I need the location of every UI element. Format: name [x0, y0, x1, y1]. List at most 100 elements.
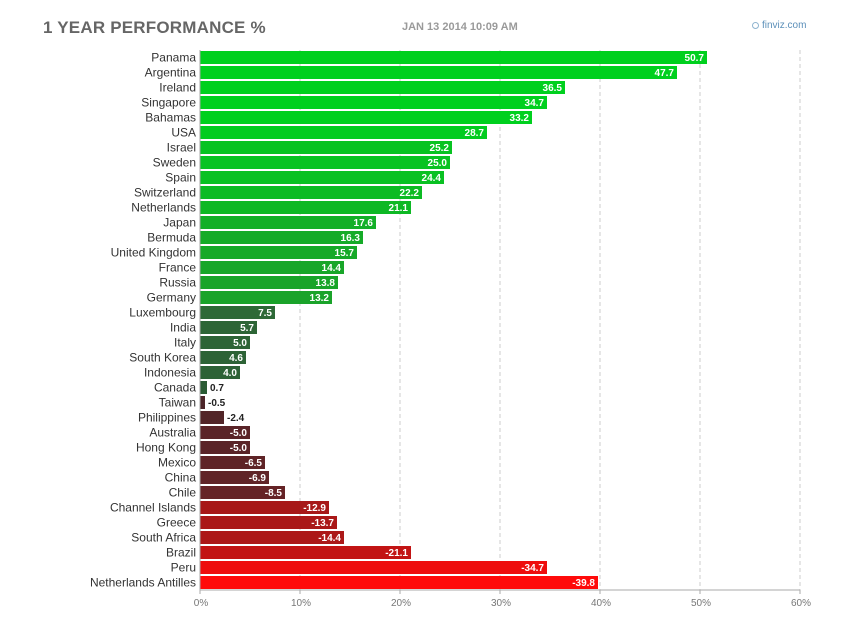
x-tick-label: 0%	[194, 598, 209, 609]
bar[interactable]	[200, 96, 547, 109]
bar[interactable]	[200, 141, 452, 154]
bar[interactable]	[200, 156, 450, 169]
timestamp: JAN 13 2014 10:09 AM	[402, 21, 518, 33]
data-label: 47.7	[655, 68, 675, 79]
bar[interactable]	[200, 486, 285, 499]
bar[interactable]	[200, 81, 565, 94]
category-label: Argentina	[145, 66, 197, 80]
category-label: Luxembourg	[129, 306, 196, 320]
grid	[299, 50, 801, 590]
bar[interactable]	[200, 171, 444, 184]
data-label: 25.0	[428, 158, 448, 169]
category-label: Ireland	[159, 81, 196, 95]
category-label: Switzerland	[134, 186, 196, 200]
category-labels: PanamaArgentinaIrelandSingaporeBahamasUS…	[90, 51, 196, 590]
data-label: -8.5	[265, 488, 283, 499]
data-label: 14.4	[322, 263, 342, 274]
data-label: 4.0	[223, 368, 237, 379]
category-label: Brazil	[166, 546, 196, 560]
bar[interactable]	[200, 336, 250, 349]
bar[interactable]	[200, 471, 269, 484]
category-label: Chile	[169, 486, 197, 500]
category-label: Italy	[174, 336, 196, 350]
x-tick-label: 40%	[591, 598, 611, 609]
data-label: 15.7	[335, 248, 355, 259]
bar[interactable]	[200, 51, 707, 64]
category-label: Hong Kong	[136, 441, 196, 455]
category-label: USA	[171, 126, 196, 140]
bar[interactable]	[200, 411, 224, 424]
data-label: -0.5	[208, 398, 226, 409]
category-label: United Kingdom	[111, 246, 196, 260]
data-label: 33.2	[510, 113, 530, 124]
data-label: 25.2	[430, 143, 450, 154]
bar[interactable]	[200, 396, 205, 409]
data-label: 0.7	[210, 383, 224, 394]
data-label: 28.7	[465, 128, 485, 139]
category-label: Bermuda	[147, 231, 196, 245]
data-label: 16.3	[341, 233, 361, 244]
category-label: Israel	[167, 141, 196, 155]
data-label: 7.5	[258, 308, 272, 319]
category-label: Japan	[163, 216, 196, 230]
bar[interactable]	[200, 351, 246, 364]
category-label: Spain	[165, 171, 196, 185]
x-tick-label: 60%	[791, 598, 811, 609]
data-label: -12.9	[303, 503, 326, 514]
bar[interactable]	[200, 501, 329, 514]
x-tick-label: 20%	[391, 598, 411, 609]
bar[interactable]	[200, 306, 275, 319]
data-label: 13.8	[316, 278, 336, 289]
bar[interactable]	[200, 186, 422, 199]
x-tick-label: 30%	[491, 598, 511, 609]
category-label: Greece	[157, 516, 197, 530]
brand-label: finviz.com	[762, 20, 807, 31]
bar[interactable]	[200, 576, 598, 589]
category-label: Russia	[159, 276, 196, 290]
category-label: Germany	[147, 291, 196, 305]
finviz-logo-icon	[752, 22, 759, 29]
category-label: Bahamas	[145, 111, 196, 125]
data-label: 22.2	[400, 188, 420, 199]
category-label: China	[165, 471, 197, 485]
bar[interactable]	[200, 516, 337, 529]
category-label: Australia	[149, 426, 196, 440]
bar[interactable]	[200, 426, 250, 439]
data-label: -14.4	[318, 533, 341, 544]
bar[interactable]	[200, 366, 240, 379]
data-label: 5.7	[240, 323, 254, 334]
value-labels: 50.7 47.7 36.5 34.7 33.2 28.7 25.2 25.0 24.422.2…	[208, 53, 704, 589]
bar[interactable]	[200, 381, 207, 394]
brand-link[interactable]: finviz.com	[752, 20, 806, 31]
bar[interactable]	[200, 66, 677, 79]
category-label: Sweden	[153, 156, 196, 170]
bar[interactable]	[200, 291, 332, 304]
bar[interactable]	[200, 321, 257, 334]
category-label: Philippines	[138, 411, 196, 425]
bar[interactable]	[200, 261, 344, 274]
data-label: 21.1	[389, 203, 409, 214]
bar[interactable]	[200, 126, 487, 139]
bar[interactable]	[200, 456, 265, 469]
data-label: -5.0	[230, 443, 248, 454]
category-label: Channel Islands	[110, 501, 196, 515]
data-label: -2.4	[227, 413, 245, 424]
bar[interactable]	[200, 561, 547, 574]
bar[interactable]	[200, 441, 250, 454]
bar[interactable]	[200, 231, 363, 244]
category-label: Peru	[171, 561, 196, 575]
bar[interactable]	[200, 111, 532, 124]
x-tick-label: 50%	[691, 598, 711, 609]
data-label: -21.1	[385, 548, 408, 559]
bar[interactable]	[200, 546, 411, 559]
bar[interactable]	[200, 201, 411, 214]
bar[interactable]	[200, 276, 338, 289]
x-tick-label: 10%	[291, 598, 311, 609]
bar[interactable]	[200, 531, 344, 544]
category-label: Panama	[151, 51, 196, 65]
bar[interactable]	[200, 246, 357, 259]
data-label: -34.7	[521, 563, 544, 574]
bar[interactable]	[200, 216, 376, 229]
data-label: 24.4	[422, 173, 442, 184]
